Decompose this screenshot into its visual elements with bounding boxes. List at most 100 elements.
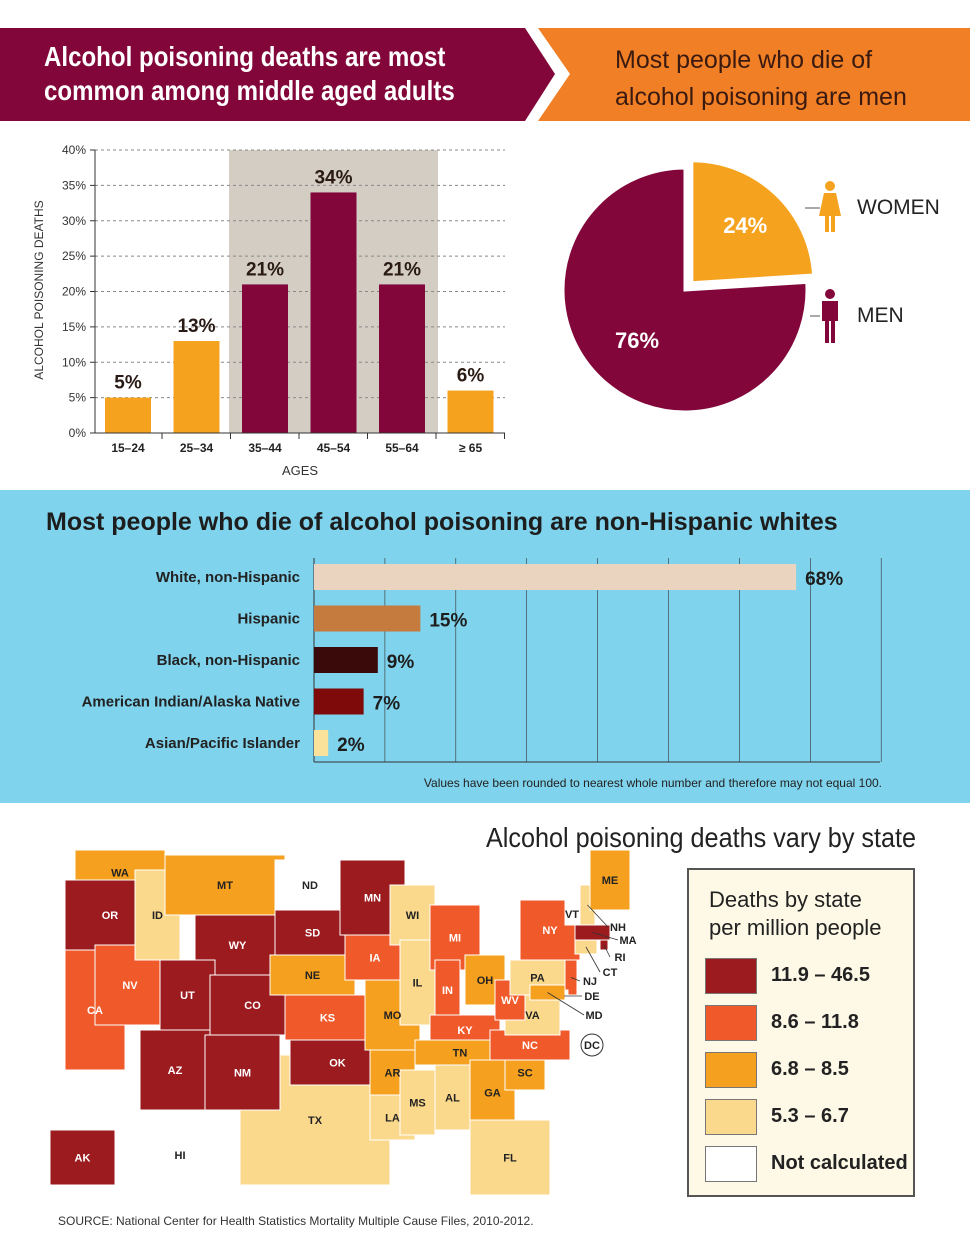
pie-slice-label: 24%: [723, 213, 767, 238]
state-label-DC: DC: [584, 1040, 600, 1052]
race-data-label: 15%: [429, 611, 467, 632]
legend-label: 8.6 – 11.8: [771, 1011, 859, 1033]
y-tick-label: 5%: [69, 391, 87, 405]
state-label-MI: MI: [449, 933, 461, 945]
legend-label: Not calculated: [771, 1152, 908, 1174]
bar-25–34: [173, 341, 220, 433]
icon-body: [822, 301, 838, 343]
y-tick-label: 20%: [62, 285, 86, 299]
state-ND: [274, 859, 346, 911]
state-NM: [204, 1034, 281, 1111]
state-label-TX: TX: [308, 1115, 323, 1127]
source-note: SOURCE: National Center for Health Stati…: [58, 1214, 534, 1228]
state-FL: [469, 1119, 551, 1196]
leader-line-CT: [585, 946, 601, 973]
state-label-NH: NH: [610, 922, 626, 934]
age-bar-chart: 0% 5% 10% 15% 20% 25% 30% 35% 40% 5% 15–24 13% 25–34…: [32, 143, 505, 478]
sex-header-banner: Most people who die of alcohol poisoning …: [538, 28, 970, 121]
y-tick-label: 10%: [62, 355, 86, 369]
state-MS: [399, 1069, 436, 1136]
legend-swatch: [705, 1005, 757, 1041]
state-label-CA: CA: [87, 1005, 103, 1017]
race-category-label: American Indian/Alaska Native: [82, 694, 300, 711]
x-tick-label: 35–44: [248, 441, 282, 455]
legend-swatch: [705, 958, 757, 994]
woman-icon: [819, 181, 841, 232]
us-state-map: TX WA OR CA NV ID MT WY UT CO AZ NM ND SD NE KS OK MN IA MO…: [49, 849, 637, 1196]
state-NE: [269, 954, 356, 996]
sex-header-line1: Most people who die of: [615, 46, 873, 74]
state-label-VA: VA: [525, 1010, 540, 1022]
leader-line-MA: [592, 932, 619, 941]
pie-slice-label: 76%: [615, 328, 659, 353]
state-SD: [274, 909, 351, 956]
pie-legend-label: WOMEN: [857, 196, 940, 219]
age-header-line1: Alcohol poisoning deaths are most: [44, 41, 446, 72]
leader-line-RI: [603, 944, 611, 958]
race-data-label: 9%: [387, 652, 415, 673]
state-IL: [399, 939, 436, 1026]
race-category-label: Asian/Pacific Islander: [145, 735, 300, 752]
state-label-MS: MS: [409, 1098, 426, 1110]
state-label-OH: OH: [477, 975, 494, 987]
leader-line-MD: [547, 992, 585, 1016]
bar-15–24: [105, 397, 151, 433]
legend-label: 5.3 – 6.7: [771, 1105, 849, 1127]
x-tick-label: ≥ 65: [459, 441, 483, 455]
map-legend: Deaths by state per million people 11.9 –…: [687, 868, 915, 1197]
age-header-line2: common among middle aged adults: [44, 75, 455, 106]
bar-data-label: 13%: [177, 316, 215, 337]
legend-title-line1: Deaths by state: [709, 887, 862, 912]
race-category-label: Black, non-Hispanic: [157, 652, 300, 669]
y-tick-label: 0%: [69, 426, 87, 440]
legend-swatch: [705, 1146, 757, 1182]
state-label-OR: OR: [102, 910, 119, 922]
state-AK: [49, 1129, 116, 1186]
state-label-IL: IL: [413, 978, 423, 990]
state-label-AL: AL: [445, 1093, 460, 1105]
leader-line-NH: [587, 904, 609, 928]
x-tick-label: 15–24: [111, 441, 145, 455]
race-category-label: Hispanic: [237, 611, 300, 628]
state-label-AK: AK: [75, 1153, 91, 1165]
state-HI: [149, 1129, 211, 1181]
bar-35–44: [242, 284, 288, 433]
y-tick-label: 35%: [62, 178, 86, 192]
state-KS: [284, 994, 371, 1041]
race-bar: [314, 564, 797, 590]
race-bar: [314, 688, 364, 715]
state-label-MO: MO: [384, 1010, 402, 1022]
state-label-CT: CT: [603, 967, 618, 979]
state-label-ME: ME: [602, 875, 619, 887]
state-label-GA: GA: [484, 1088, 501, 1100]
race-category-label: White, non-Hispanic: [156, 569, 300, 586]
state-label-PA: PA: [530, 973, 545, 985]
bar-data-label: 6%: [457, 366, 485, 387]
state-label-LA: LA: [385, 1113, 400, 1125]
state-label-OK: OK: [329, 1058, 346, 1070]
race-bar: [314, 605, 421, 632]
state-MT: [164, 854, 286, 916]
state-label-WV: WV: [501, 995, 519, 1007]
race-chart-title: Most people who die of alcohol poisoning…: [46, 508, 838, 536]
state-label-NJ: NJ: [583, 976, 597, 988]
state-SC: [504, 1054, 546, 1091]
state-label-WI: WI: [406, 910, 419, 922]
bar-≥ 65: [447, 390, 494, 433]
state-label-NM: NM: [234, 1068, 251, 1080]
rounding-note: Values have been rounded to nearest whol…: [424, 776, 882, 790]
leader-line-NJ: [570, 977, 581, 982]
state-WI: [389, 884, 436, 946]
age-header-banner: Alcohol poisoning deaths are most common …: [0, 28, 555, 121]
state-label-NV: NV: [122, 980, 138, 992]
state-label-CO: CO: [244, 1000, 261, 1012]
state-label-NE: NE: [305, 970, 320, 982]
state-label-RI: RI: [615, 952, 626, 964]
state-label-FL: FL: [503, 1153, 517, 1165]
bar-data-label: 5%: [114, 373, 142, 394]
legend-title-line2: per million people: [709, 915, 882, 940]
bar-45–54: [310, 192, 357, 433]
race-section: Most people who die of alcohol poisoning…: [0, 490, 970, 803]
icon-body: [819, 193, 841, 232]
state-label-HI: HI: [175, 1150, 186, 1162]
